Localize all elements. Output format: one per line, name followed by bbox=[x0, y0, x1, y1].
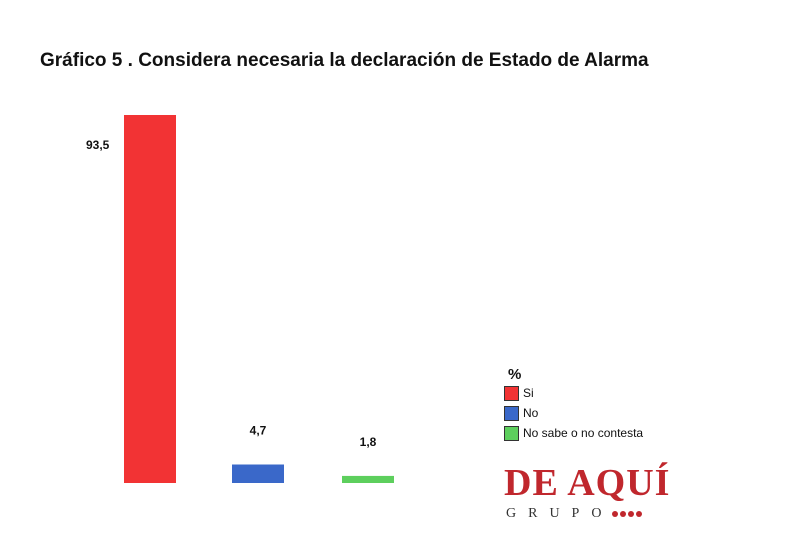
chart-title: Gráfico 5 . Considera necesaria la decla… bbox=[40, 50, 649, 71]
legend-label-ns-nc: No sabe o no contesta bbox=[523, 426, 644, 440]
logo-dots bbox=[611, 504, 644, 522]
legend-title: % bbox=[508, 366, 522, 383]
bar-si bbox=[124, 115, 176, 483]
legend: % Si No No sabe o no contesta bbox=[504, 366, 643, 443]
legend-item-si: Si bbox=[504, 383, 643, 403]
legend-swatch-si bbox=[504, 385, 519, 401]
data-label-si: 93,5 bbox=[86, 138, 110, 152]
data-label-ns-nc: 1,8 bbox=[360, 435, 377, 449]
bar-ns-nc bbox=[342, 475, 394, 483]
grupo-de-aqui-logo: DE AQUÍ GRUPO bbox=[504, 462, 704, 522]
legend-swatch-no bbox=[504, 405, 519, 421]
legend-item-ns-nc: No sabe o no contesta bbox=[504, 423, 643, 443]
logo-subtitle: GRUPO bbox=[506, 506, 614, 522]
legend-item-no: No bbox=[504, 403, 643, 423]
logo-wordmark: DE AQUÍ bbox=[504, 462, 671, 504]
legend-label-si: Si bbox=[523, 386, 534, 400]
data-label-no: 4,7 bbox=[250, 424, 267, 438]
bar-no bbox=[232, 464, 284, 483]
legend-label-no: No bbox=[523, 406, 539, 420]
legend-swatch-ns-nc bbox=[504, 425, 519, 441]
